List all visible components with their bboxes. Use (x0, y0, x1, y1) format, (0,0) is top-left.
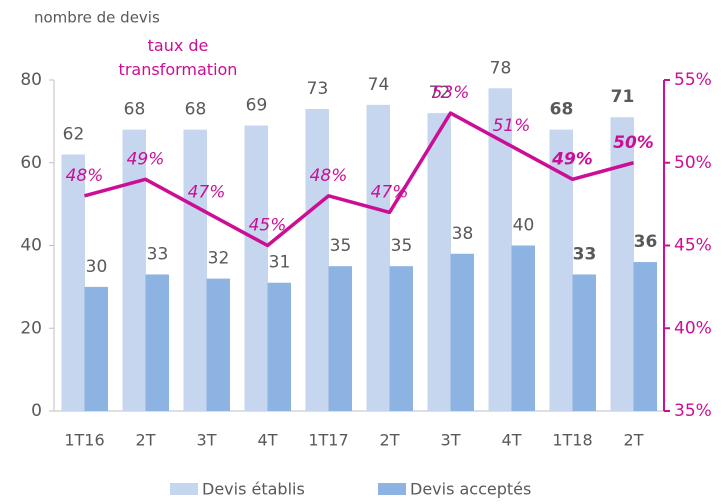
bar (84, 286, 108, 411)
line (84, 111, 634, 248)
bar (633, 262, 657, 411)
data-label: 32 (208, 249, 230, 269)
data-label: 40 (513, 216, 535, 236)
line-label: 51% (493, 116, 531, 136)
bar (488, 88, 512, 412)
line-label: 45% (249, 216, 287, 236)
x-tick-label: 1T16 (64, 431, 104, 450)
bar (366, 104, 390, 411)
data-label: 30 (86, 257, 108, 277)
bar (511, 245, 535, 411)
data-label: 62 (63, 124, 85, 144)
bar (244, 125, 268, 411)
data-label: 35 (330, 236, 352, 256)
line-label: 50% (613, 133, 654, 153)
line-label: 49% (127, 149, 165, 169)
y2-tick-label: 35% (674, 401, 712, 421)
x-tick-label: 3T (441, 431, 461, 450)
bar (183, 129, 207, 411)
x-tick-label: 4T (258, 431, 278, 450)
data-label: 33 (147, 244, 169, 264)
bar (122, 129, 146, 411)
data-label: 36 (634, 232, 658, 252)
y-tick-label: 40 (20, 236, 42, 256)
bar (610, 117, 634, 412)
data-label: 73 (307, 79, 329, 99)
data-label: 78 (490, 58, 512, 78)
bar (389, 266, 413, 411)
x-tick-label: 2T (136, 431, 156, 450)
x-tick-label: 4T (502, 431, 522, 450)
y-tick-label: 0 (31, 401, 42, 421)
bar (450, 253, 474, 411)
y-tick-label: 80 (20, 70, 42, 90)
bar (305, 108, 329, 412)
data-label: 31 (269, 253, 291, 273)
y2-tick-label: 40% (674, 318, 712, 338)
x-tick-label: 1T17 (308, 431, 348, 450)
data-label: 38 (452, 224, 474, 244)
legend-label: Devis acceptés (410, 480, 531, 499)
data-label: 35 (391, 236, 413, 256)
bar (61, 154, 85, 411)
data-label: 72 (429, 83, 451, 103)
bar (572, 274, 596, 411)
line-annotation: taux de transformation (118, 36, 238, 79)
data-label: 69 (246, 96, 268, 116)
legend-swatch (170, 483, 198, 495)
legend-swatch (378, 483, 406, 495)
line-label: 47% (188, 182, 226, 202)
y2-tick-label: 50% (674, 153, 712, 173)
bar (267, 282, 291, 411)
y-axis-label: nombre de devis (34, 9, 160, 27)
bar (427, 113, 451, 411)
data-label: 74 (368, 75, 390, 95)
bar (145, 274, 169, 411)
x-tick-label: 3T (197, 431, 217, 450)
data-label: 68 (185, 100, 207, 120)
y2-tick-label: 45% (674, 236, 712, 256)
line-label: 48% (310, 166, 348, 186)
bar (549, 129, 573, 411)
data-label: 71 (611, 87, 635, 107)
bar (328, 266, 352, 411)
line-label: 53% (432, 83, 470, 103)
data-label: 68 (550, 100, 574, 120)
y-tick-label: 60 (20, 153, 42, 173)
line-label: 48% (66, 166, 104, 186)
y2-tick-label: 55% (674, 70, 712, 90)
legend-label: Devis établis (202, 480, 305, 499)
x-tick-label: 2T (380, 431, 400, 450)
line-label: 47% (371, 182, 409, 202)
y-tick-label: 20 (20, 318, 42, 338)
bar (206, 278, 230, 411)
x-tick-label: 2T (624, 431, 644, 450)
data-label: 68 (124, 100, 146, 120)
x-tick-label: 1T18 (552, 431, 592, 450)
data-label: 33 (573, 244, 597, 264)
line-label: 49% (551, 149, 593, 169)
